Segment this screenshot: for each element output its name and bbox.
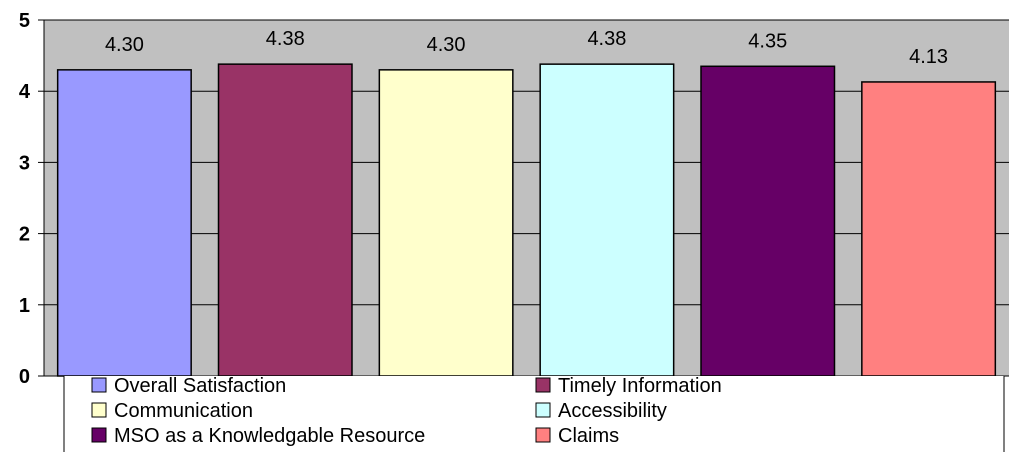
legend: Overall Satisfaction Timely Information Co… (63, 375, 1005, 452)
data-label-4: 4.38 (587, 28, 626, 50)
legend-swatch-1 (91, 377, 107, 393)
legend-swatch-5 (91, 427, 107, 443)
y-tick-label-4: 4 (19, 81, 31, 103)
data-label-1: 4.30 (105, 34, 144, 56)
legend-label-4: Accessibility (558, 400, 667, 422)
data-labels: 4.30 4.38 4.30 4.38 4.35 4.13 (105, 28, 948, 68)
bars (56, 63, 997, 377)
data-label-5: 4.35 (748, 30, 787, 52)
y-tick-label-0: 0 (19, 366, 30, 388)
legend-swatch-6 (535, 427, 551, 443)
y-tick-label-1: 1 (19, 295, 30, 317)
plot-area (44, 20, 1009, 376)
legend-swatch-3 (91, 402, 107, 418)
legend-box (64, 376, 1004, 452)
legend-label-1: Overall Satisfaction (114, 375, 286, 397)
bar-3 (378, 69, 514, 377)
data-label-6: 4.13 (909, 46, 948, 68)
bar-5 (700, 65, 836, 377)
legend-label-3: Communication (114, 400, 253, 422)
bar-4 (539, 63, 675, 377)
legend-label-5: MSO as a Knowledgable Resource (114, 425, 425, 447)
y-tick-label-5: 5 (19, 10, 30, 32)
data-label-3: 4.30 (427, 34, 466, 56)
legend-label-2: Timely Information (558, 375, 722, 397)
gridlines (44, 19, 1009, 306)
y-tick-label-3: 3 (19, 152, 30, 174)
legend-swatch-2 (535, 377, 551, 393)
y-tick-label-2: 2 (19, 224, 30, 246)
bar-1 (56, 69, 192, 377)
legend-label-6: Claims (558, 425, 619, 447)
data-label-2: 4.38 (266, 28, 305, 50)
legend-swatch-4 (535, 402, 551, 418)
bar-2 (217, 63, 353, 377)
bar-6 (861, 81, 997, 377)
